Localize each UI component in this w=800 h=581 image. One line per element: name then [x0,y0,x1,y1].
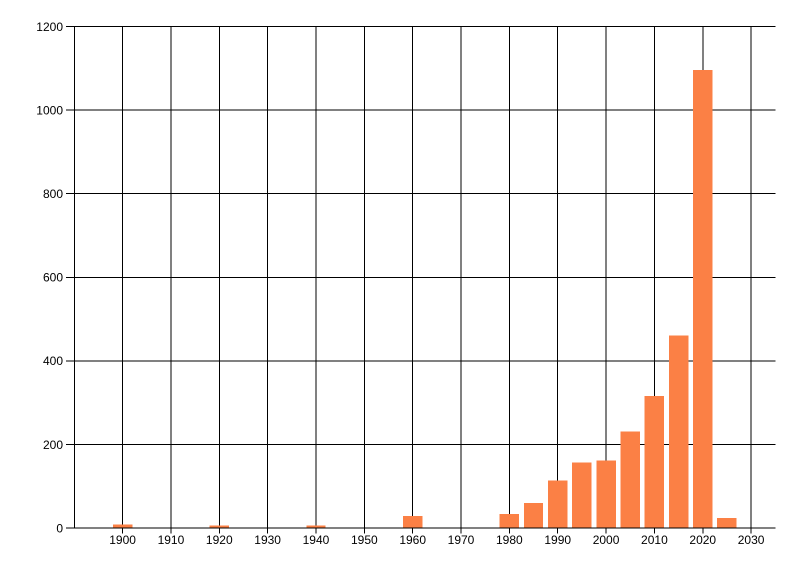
x-tick-label: 1970 [448,533,475,547]
x-tick-label: 1950 [351,533,378,547]
bar [620,431,640,528]
bar [548,480,568,528]
bar [596,460,616,528]
y-tick-label: 0 [56,521,63,535]
bar [572,462,592,528]
y-tick-label: 800 [43,187,63,201]
x-tick-label: 1940 [303,533,330,547]
bar [668,335,689,528]
bar [644,395,665,528]
bar [693,69,713,529]
bar [499,514,520,528]
x-tick-label: 2030 [738,533,765,547]
x-tick-label: 2000 [593,533,620,547]
x-tick-label: 1960 [399,533,426,547]
bar [112,524,133,528]
y-tick-label: 1000 [36,103,63,117]
bar [306,525,326,528]
bar [402,515,423,528]
y-tick-label: 1200 [36,20,63,34]
x-tick-label: 1930 [254,533,281,547]
x-tick-label: 2010 [641,533,668,547]
x-tick-label: 1980 [496,533,523,547]
bar [717,517,737,528]
x-tick-label: 1920 [206,533,233,547]
y-tick-label: 400 [43,354,63,368]
x-tick-label: 2020 [689,533,716,547]
x-tick-label: 1900 [109,533,136,547]
x-tick-label: 1990 [544,533,571,547]
y-tick-label: 200 [43,438,63,452]
x-tick-label: 1910 [158,533,185,547]
bar [523,502,544,528]
bar [209,525,229,528]
y-tick-label: 600 [43,271,63,285]
